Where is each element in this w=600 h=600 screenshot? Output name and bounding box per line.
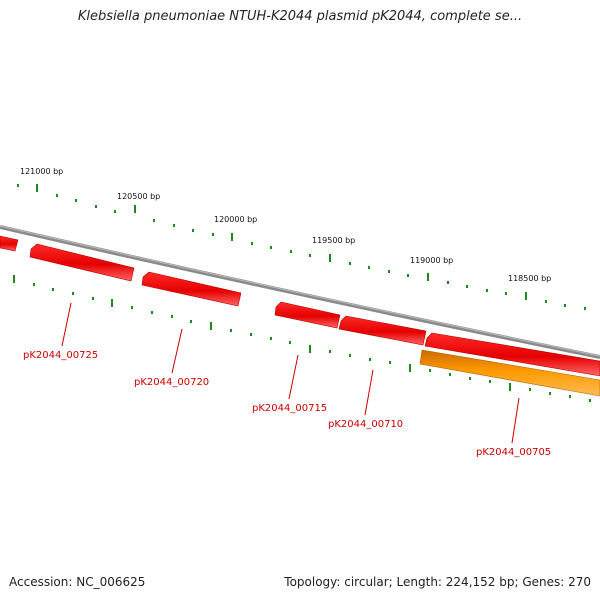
ruler-minor-tick — [114, 210, 116, 213]
ruler-label: 119500 bp — [312, 236, 355, 245]
ruler-minor-tick — [75, 199, 77, 202]
inner-minor-tick — [92, 297, 94, 300]
ruler-major-tick — [134, 205, 136, 213]
inner-minor-tick — [171, 315, 173, 318]
inner-minor-tick — [151, 311, 153, 314]
ruler-label: 120000 bp — [214, 215, 257, 224]
inner-minor-tick — [131, 306, 133, 309]
ruler-label: 120500 bp — [117, 192, 160, 201]
inner-minor-tick — [230, 329, 232, 332]
inner-minor-tick — [449, 373, 451, 376]
gene-arrow[interactable] — [0, 236, 18, 251]
ruler-minor-tick — [388, 270, 390, 273]
ruler-minor-tick — [17, 184, 19, 187]
ruler-minor-tick — [309, 254, 311, 257]
inner-minor-tick — [33, 283, 35, 286]
inner-major-tick — [13, 275, 15, 283]
leader-line — [512, 398, 519, 443]
gene-label[interactable]: pK2044_00720 — [134, 377, 209, 388]
ruler-minor-tick — [564, 304, 566, 307]
inner-major-tick — [509, 383, 511, 391]
ruler-label: 119000 bp — [410, 256, 453, 265]
inner-major-tick — [309, 345, 311, 353]
inner-minor-tick — [52, 288, 54, 291]
ruler-major-tick — [329, 254, 331, 262]
plasmid-map-view: Klebsiella pneumoniae NTUH-K2044 plasmid… — [0, 0, 600, 600]
inner-minor-tick — [549, 392, 551, 395]
inner-major-tick — [111, 299, 113, 307]
ruler-minor-tick — [153, 219, 155, 222]
ruler-minor-tick — [192, 229, 194, 232]
inner-minor-tick — [389, 361, 391, 364]
inner-minor-tick — [489, 380, 491, 383]
gene-arrow[interactable] — [30, 244, 134, 281]
gene-label[interactable]: pK2044_00705 — [476, 447, 551, 458]
ruler-minor-tick — [584, 307, 586, 310]
ruler-minor-tick — [95, 205, 97, 208]
inner-minor-tick — [429, 369, 431, 372]
gene-features — [0, 236, 600, 396]
inner-minor-tick — [469, 377, 471, 380]
inner-minor-tick — [72, 292, 74, 295]
ruler-minor-tick — [173, 224, 175, 227]
ruler-minor-tick — [545, 300, 547, 303]
plasmid-map: 121000 bp 120500 bp 120000 bp 119500 bp … — [0, 0, 600, 600]
ruler-label: 121000 bp — [20, 167, 63, 176]
inner-major-tick — [409, 364, 411, 372]
ruler-minor-tick — [290, 250, 292, 253]
inner-minor-tick — [270, 337, 272, 340]
inner-minor-tick — [329, 350, 331, 353]
gene-arrow[interactable] — [339, 316, 426, 345]
summary-text: Topology: circular; Length: 224,152 bp; … — [284, 575, 591, 589]
ruler-minor-tick — [212, 233, 214, 236]
ruler-major-tick — [36, 184, 38, 192]
leader-line — [172, 329, 182, 373]
ruler-minor-tick — [368, 266, 370, 269]
inner-major-tick — [210, 322, 212, 330]
ruler-minor-tick — [270, 246, 272, 249]
inner-minor-tick — [589, 399, 591, 402]
gene-arrow[interactable] — [275, 302, 340, 328]
inner-minor-tick — [349, 354, 351, 357]
ruler-major-tick — [231, 233, 233, 241]
leader-line — [365, 370, 373, 415]
leader-line — [289, 355, 298, 399]
inner-minor-tick — [289, 341, 291, 344]
ruler-label: 118500 bp — [508, 274, 551, 283]
ruler-minor-tick — [505, 292, 507, 295]
gene-label[interactable]: pK2044_00715 — [252, 403, 327, 414]
accession-text: Accession: NC_006625 — [9, 575, 145, 589]
ruler-minor-tick — [486, 289, 488, 292]
inner-minor-tick — [190, 320, 192, 323]
ruler-major-tick — [427, 273, 429, 281]
inner-minor-tick — [369, 358, 371, 361]
ruler-minor-tick — [349, 262, 351, 265]
leader-line — [62, 303, 71, 346]
ruler-minor-tick — [251, 242, 253, 245]
ruler-minor-tick — [407, 274, 409, 277]
ruler-minor-tick — [466, 285, 468, 288]
inner-minor-tick — [569, 395, 571, 398]
inner-minor-tick — [529, 388, 531, 391]
gene-label[interactable]: pK2044_00710 — [328, 419, 403, 430]
inner-minor-tick — [250, 333, 252, 336]
gene-label[interactable]: pK2044_00725 — [23, 350, 98, 361]
ruler-minor-tick — [447, 281, 449, 284]
outer-ruler — [17, 184, 586, 310]
ruler-major-tick — [525, 292, 527, 300]
ruler-minor-tick — [56, 194, 58, 197]
